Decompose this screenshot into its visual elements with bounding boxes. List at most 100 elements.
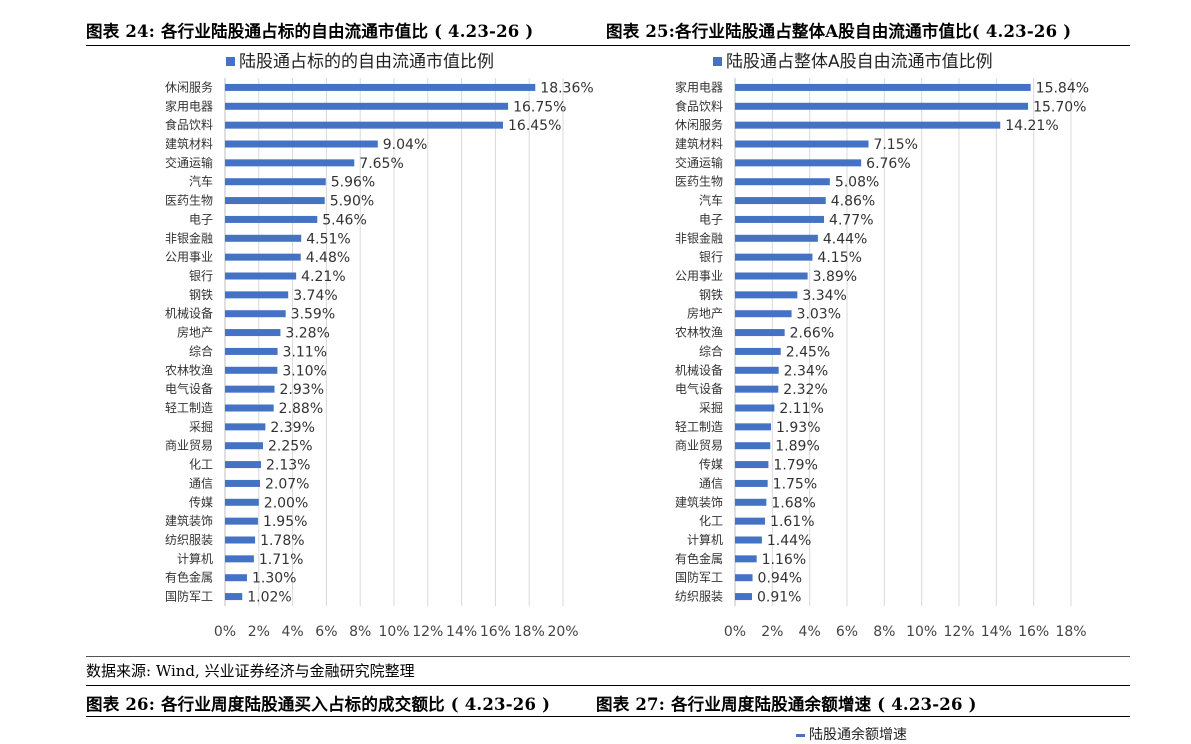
x-tick-label: 2% xyxy=(761,624,783,640)
bar xyxy=(735,234,818,242)
data-label: 1.95% xyxy=(263,514,307,530)
category-label: 综合 xyxy=(699,343,723,358)
bar xyxy=(225,178,326,186)
data-label: 3.28% xyxy=(285,326,329,342)
bar xyxy=(225,574,247,582)
x-tick-label: 16% xyxy=(480,624,511,640)
x-tick-label: 0% xyxy=(724,624,746,640)
category-label: 化工 xyxy=(699,514,723,528)
bar xyxy=(735,461,769,469)
section-rule xyxy=(86,685,1130,686)
bar xyxy=(225,385,275,393)
bar xyxy=(735,593,752,601)
bar xyxy=(225,442,264,450)
bar xyxy=(225,272,297,280)
legend-label: 陆股通占标的的自由流通市值比例 xyxy=(239,52,494,72)
category-label: 房地产 xyxy=(687,306,723,321)
category-label: 机械设备 xyxy=(165,306,213,321)
x-tick-label: 18% xyxy=(1055,624,1086,640)
bar xyxy=(735,291,798,299)
data-label: 2.34% xyxy=(784,363,828,379)
bar xyxy=(735,140,869,148)
category-label: 建筑材料 xyxy=(675,136,723,151)
x-tick-label: 14% xyxy=(446,624,477,640)
data-label: 16.75% xyxy=(513,99,566,115)
data-label: 1.75% xyxy=(773,476,817,492)
bar xyxy=(225,291,289,299)
x-tick-label: 10% xyxy=(378,624,409,640)
category-label: 有色金属 xyxy=(675,551,723,566)
bar xyxy=(735,385,779,393)
data-label: 3.34% xyxy=(802,288,846,304)
data-label: 18.36% xyxy=(540,80,593,96)
category-label: 传媒 xyxy=(189,494,213,509)
bar xyxy=(735,159,862,167)
bar xyxy=(225,310,286,318)
category-label: 商业贸易 xyxy=(165,438,213,453)
bar xyxy=(735,555,757,563)
bar xyxy=(225,593,243,601)
bar xyxy=(735,329,785,337)
bar xyxy=(735,498,767,506)
category-label: 采掘 xyxy=(189,419,213,434)
bar xyxy=(735,366,779,374)
category-label: 休闲服务 xyxy=(675,117,723,132)
data-label: 2.39% xyxy=(270,420,314,436)
category-label: 电气设备 xyxy=(675,381,723,396)
bar xyxy=(735,536,762,544)
data-label: 2.11% xyxy=(779,401,823,417)
x-tick-label: 6% xyxy=(836,624,858,640)
x-tick-label: 8% xyxy=(349,624,371,640)
legend-label: 陆股通占整体A股自由流通市值比例 xyxy=(726,52,993,72)
x-tick-label: 10% xyxy=(906,624,937,640)
x-tick-label: 8% xyxy=(873,624,895,640)
bar xyxy=(735,404,775,412)
bar xyxy=(225,234,302,242)
data-label: 6.76% xyxy=(866,156,910,172)
data-label: 2.13% xyxy=(266,458,310,474)
category-label: 交通运输 xyxy=(165,155,213,170)
bar xyxy=(735,517,766,525)
x-tick-label: 14% xyxy=(981,624,1012,640)
data-label: 2.45% xyxy=(786,344,830,360)
category-label: 纺织服装 xyxy=(165,533,213,547)
x-tick-label: 2% xyxy=(248,624,270,640)
bar xyxy=(225,197,325,205)
category-label: 计算机 xyxy=(177,551,213,566)
category-label: 机械设备 xyxy=(675,362,723,377)
data-label: 15.70% xyxy=(1033,99,1086,115)
legend-swatch xyxy=(713,57,722,66)
data-label: 1.44% xyxy=(767,533,811,549)
category-label: 钢铁 xyxy=(699,288,723,302)
x-tick-label: 12% xyxy=(943,624,974,640)
data-label: 2.07% xyxy=(265,476,309,492)
data-label: 15.84% xyxy=(1036,80,1089,96)
category-label: 化工 xyxy=(189,458,213,472)
category-label: 汽车 xyxy=(189,174,213,189)
data-label: 4.48% xyxy=(306,250,350,266)
bar xyxy=(225,555,254,563)
category-label: 房地产 xyxy=(177,325,213,340)
data-label: 1.78% xyxy=(260,533,304,549)
bar xyxy=(735,121,1001,129)
data-label: 2.00% xyxy=(264,495,308,511)
category-label: 计算机 xyxy=(687,532,723,547)
data-label: 4.44% xyxy=(823,231,867,247)
category-label: 食品饮料 xyxy=(165,117,213,132)
bar xyxy=(735,253,813,261)
x-tick-label: 4% xyxy=(799,624,821,640)
bar xyxy=(225,215,318,223)
data-label: 3.59% xyxy=(291,307,335,323)
section-rule-2 xyxy=(86,716,1130,717)
bar xyxy=(225,159,355,167)
category-label: 国防军工 xyxy=(165,589,213,604)
data-label: 4.86% xyxy=(831,194,875,210)
x-tick-label: 0% xyxy=(214,624,236,640)
category-label: 农林牧渔 xyxy=(165,363,213,377)
data-label: 1.16% xyxy=(762,552,806,568)
bar xyxy=(225,329,281,337)
data-label: 1.61% xyxy=(770,514,814,530)
category-label: 非银金融 xyxy=(675,230,723,245)
data-label: 5.96% xyxy=(331,175,375,191)
bar xyxy=(735,272,808,280)
